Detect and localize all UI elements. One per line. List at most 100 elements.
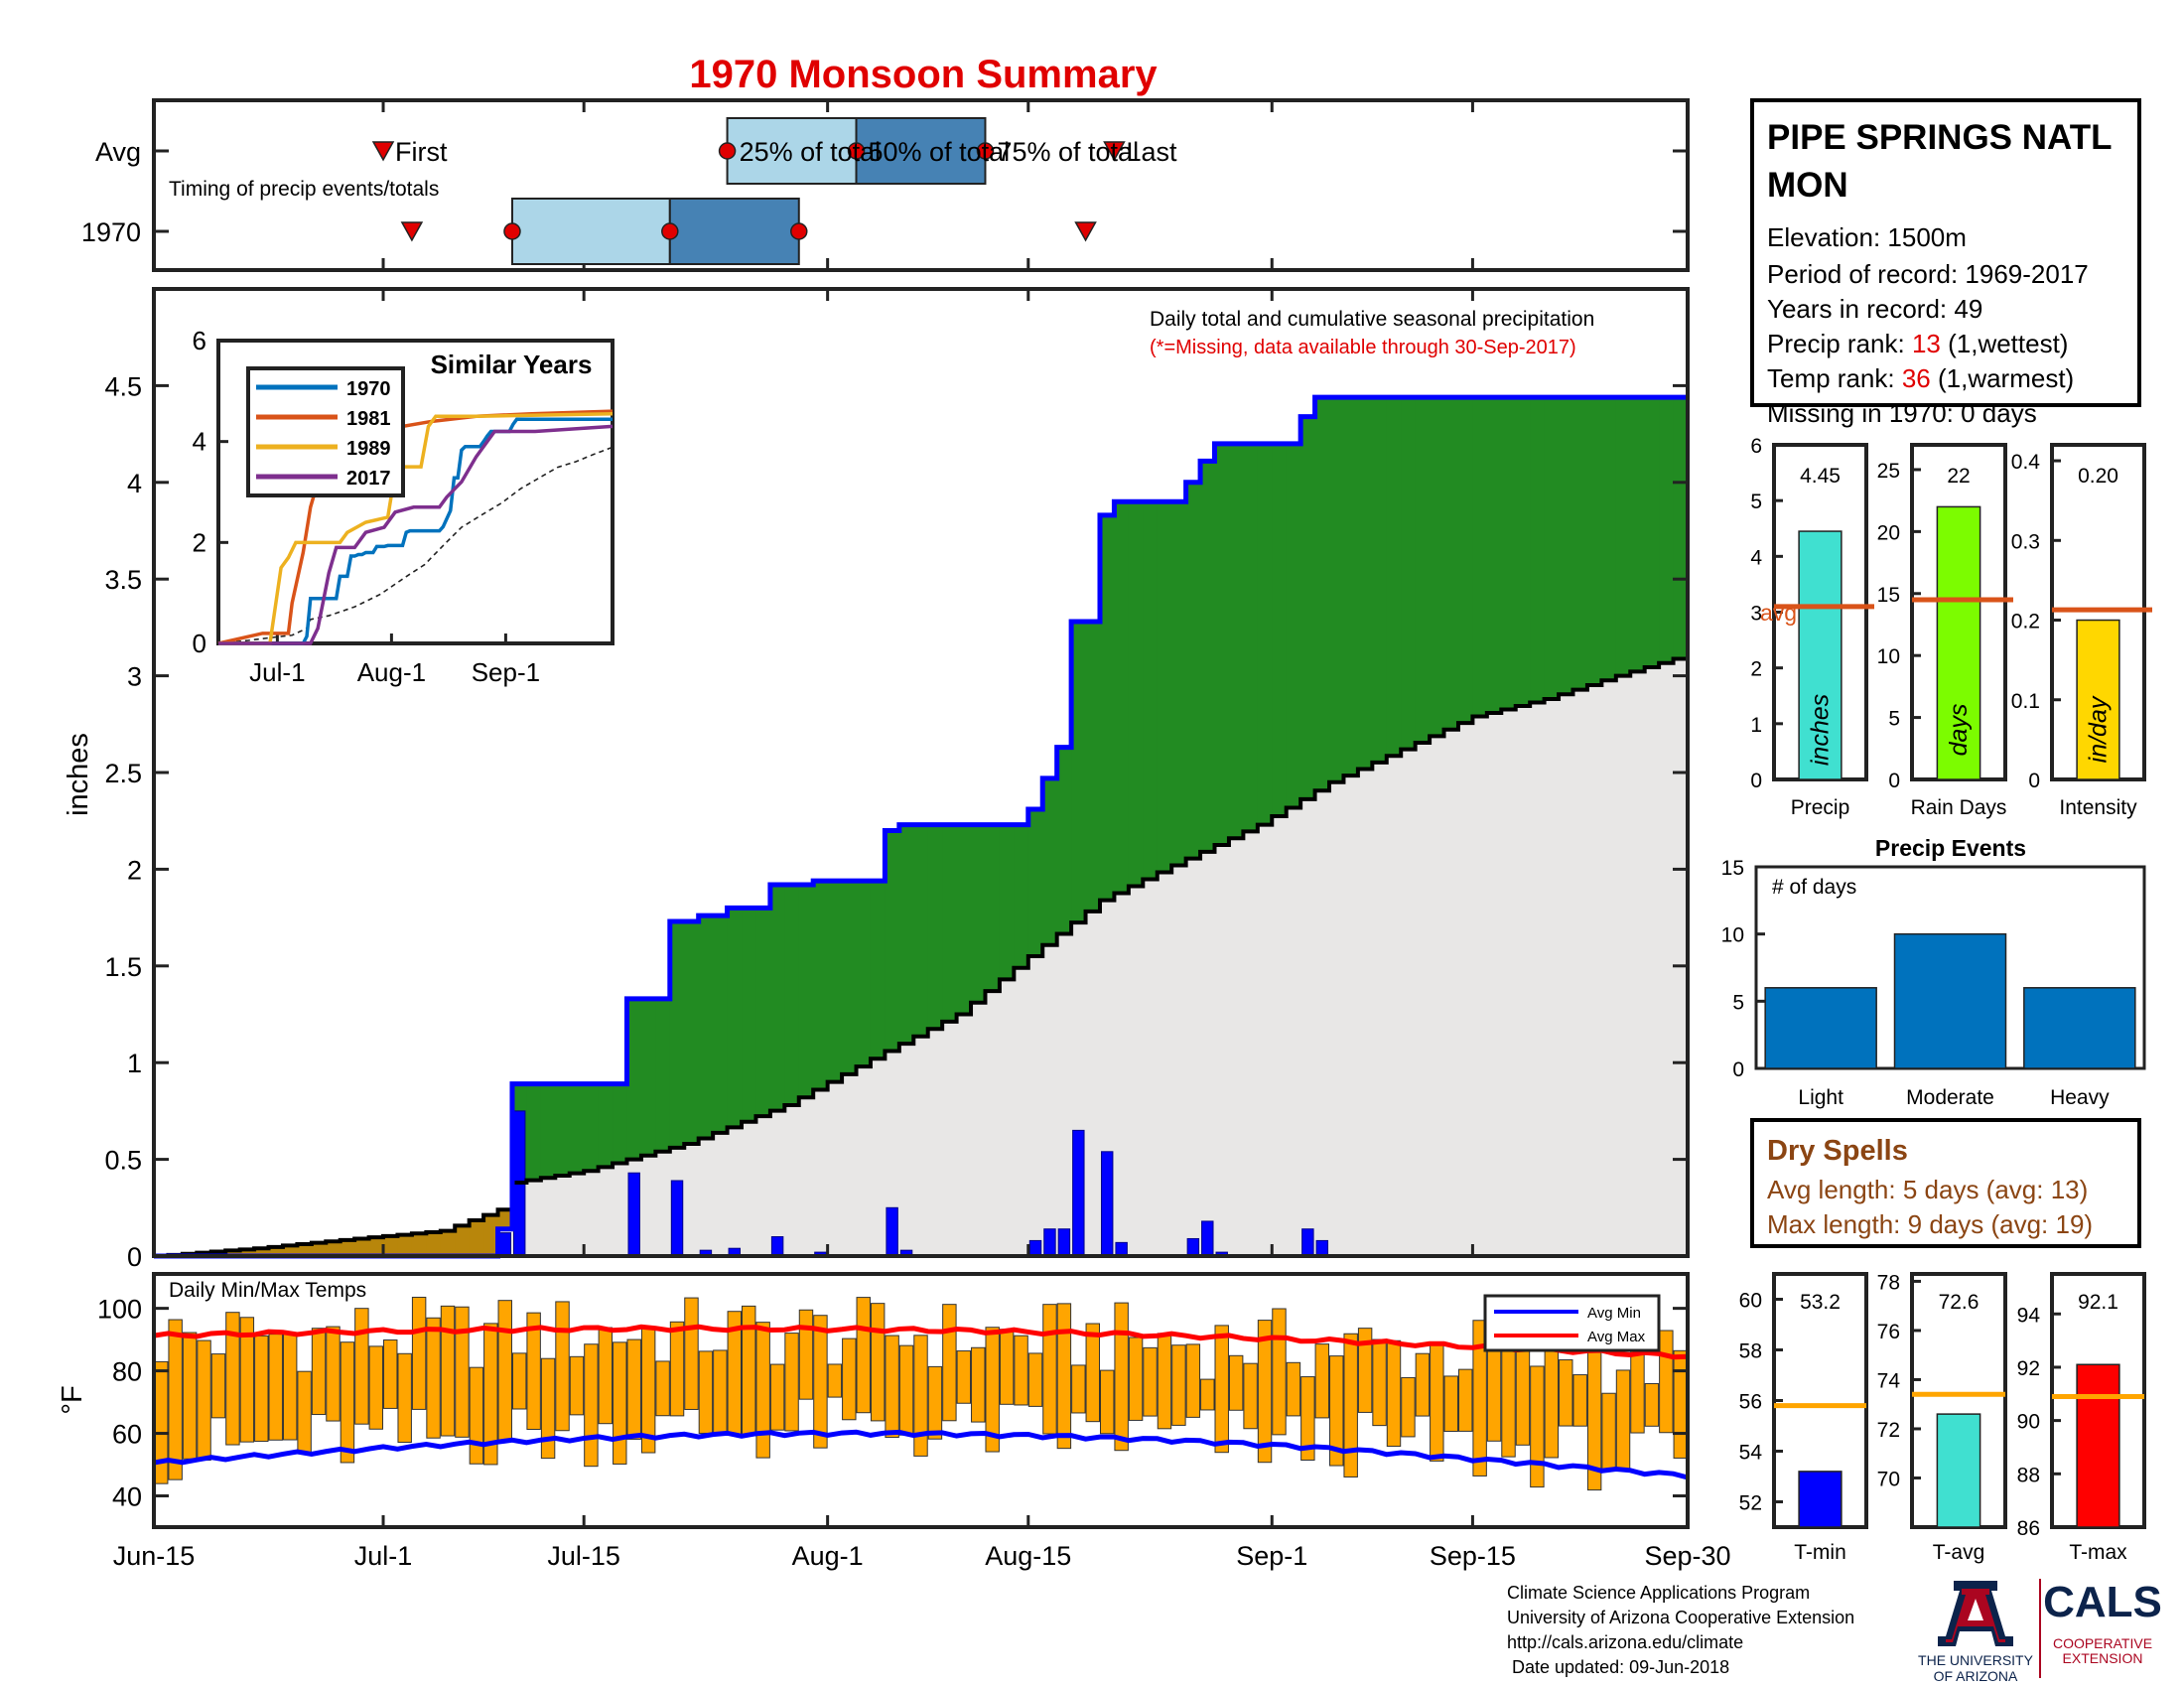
precip-ytick-label: 3.5 (104, 565, 142, 595)
temps-xtick-label: Jun-15 (113, 1541, 196, 1571)
surplus-area (1314, 397, 1330, 791)
precip-ytick-label: 4 (1750, 546, 1762, 569)
timing-label-last: Last (1126, 137, 1177, 167)
precip-label: Precip (1791, 796, 1850, 819)
footer-line-4: Date updated: 09-Jun-2018 (1507, 1657, 1729, 1677)
station-temp-rank: Temp rank: 36 (1,warmest) (1767, 363, 2074, 393)
precip-ytick-label: 3 (127, 662, 142, 692)
station-years: Years in record: 49 (1767, 294, 1982, 324)
surplus-area (1128, 501, 1144, 887)
rain-days-unit: days (1945, 704, 1973, 757)
events-ytick-label: 0 (1732, 1058, 1744, 1081)
intensity-value: 0.20 (2078, 465, 2118, 488)
ua-logo-icon (1938, 1581, 2013, 1646)
daily-temp-bar (197, 1339, 211, 1462)
precip-panel: 0 0.5 1 1.5 2 2.5 3 3.5 4 4.5 inches Daily total an… (63, 287, 1690, 1272)
surplus-area (1486, 397, 1502, 714)
daily-temp-bar (1099, 1369, 1115, 1435)
inset-ytick-label: 0 (193, 629, 206, 658)
avg-cumulative-line (154, 654, 1690, 1258)
daily-temp-bar (985, 1327, 1000, 1453)
daily-temp-bar (898, 1344, 914, 1436)
daily-temp-bar (870, 1303, 886, 1422)
events-ytick-label: 15 (1721, 857, 1744, 880)
daily-temp-bar (1486, 1343, 1502, 1442)
cals-coop-line-1: COOPERATIVE (2053, 1635, 2152, 1651)
daily-temp-bar (1659, 1330, 1674, 1434)
temperature-summary-panels: 52 54 56 58 60 53.2 T-min 70 72 74 76 78 72.6 T-avg 86… (1739, 1271, 2146, 1564)
daily-temp-bar (971, 1346, 986, 1423)
surplus-area (1329, 397, 1345, 782)
surplus-area (555, 1083, 571, 1176)
daily-temp-bar (1014, 1335, 1028, 1406)
inset-avg-line (217, 446, 614, 644)
t-min-ytick-label: 52 (1739, 1492, 1762, 1515)
surplus-area (1114, 501, 1130, 894)
precip-ytick-label: 0 (127, 1242, 142, 1272)
inset-ytick-label: 2 (193, 527, 206, 557)
events-ylabel: # of days (1772, 876, 1856, 899)
seasonal-totals-panels: 0 1 2 3 4 5 6 4.45 inches Precip avg 0 5 10 15 20 25 22 da… (1750, 435, 2152, 819)
surplus-area (885, 830, 900, 1052)
daily-temp-bar (497, 1300, 512, 1443)
surplus-area (742, 908, 757, 1122)
cals-coop-line-2: EXTENSION (2063, 1650, 2143, 1666)
surplus-area (1559, 397, 1574, 695)
surplus-area (1401, 397, 1417, 750)
daily-temp-bar (1357, 1328, 1373, 1413)
surplus-area (1071, 622, 1087, 923)
t-max-bar (2076, 1363, 2120, 1528)
daily-temp-bar (1114, 1302, 1129, 1452)
t-max-ytick-label: 92 (2017, 1357, 2040, 1380)
daily-precip-bar (1201, 1220, 1214, 1257)
t-min-ytick-label: 58 (1739, 1340, 1762, 1363)
surplus-area (1286, 443, 1301, 808)
timing-label-p50: 50% of total (869, 137, 1011, 167)
surplus-area (1544, 397, 1560, 699)
surplus-area (1615, 397, 1631, 676)
daily-temp-bar (1415, 1352, 1431, 1417)
surplus-area (1056, 747, 1072, 934)
surplus-area (727, 908, 743, 1128)
daily-temp-bar (469, 1366, 484, 1465)
surplus-area (1386, 397, 1402, 757)
timing-first-marker (400, 221, 424, 242)
surplus-area (942, 824, 958, 1022)
deficit-area (440, 1230, 456, 1256)
temps-xtick-label: Jul-1 (354, 1541, 413, 1571)
daily-temp-bar (1314, 1343, 1330, 1419)
surplus-area (1300, 416, 1316, 799)
daily-temp-bar (1472, 1320, 1487, 1477)
timing-panel: Avg 1970 Timing of precip events/totals Fir… (81, 98, 1690, 272)
rain-days-ytick-label: 25 (1877, 460, 1900, 483)
daily-temp-bar (827, 1363, 843, 1398)
deficit-area (368, 1237, 384, 1256)
daily-temp-bar (999, 1329, 1015, 1405)
surplus-area (1014, 824, 1029, 968)
surplus-area (1659, 397, 1675, 663)
timing-p25-marker (718, 142, 737, 160)
daily-temp-bar (1027, 1352, 1043, 1407)
rain-days-ytick-label: 15 (1877, 584, 1900, 607)
timing-box-25-50 (726, 117, 858, 185)
surplus-area (1472, 397, 1488, 717)
timing-label-first: First (395, 137, 448, 167)
surplus-area (1501, 397, 1517, 710)
precip-bar (1798, 530, 1843, 780)
daily-temp-bar (927, 1365, 943, 1440)
daily-temp-bar (254, 1335, 269, 1443)
timing-last-marker (1103, 141, 1126, 162)
intensity-bar (2076, 619, 2120, 780)
inset-xtick-label: Jul-1 (249, 657, 305, 687)
station-name-line1: PIPE SPRINGS NATL (1767, 118, 2112, 157)
daily-temp-bar (598, 1327, 614, 1425)
surplus-area (1085, 622, 1101, 912)
daily-temp-bar (1056, 1303, 1072, 1450)
deficit-area (483, 1214, 499, 1256)
precip-ylabel: inches (63, 733, 94, 816)
daily-temp-bar (455, 1306, 470, 1438)
events-category-light: Light (1798, 1086, 1843, 1109)
temps-xtick-label: Aug-15 (985, 1541, 1071, 1571)
surplus-area (813, 881, 829, 1090)
deficit-area (383, 1235, 399, 1256)
